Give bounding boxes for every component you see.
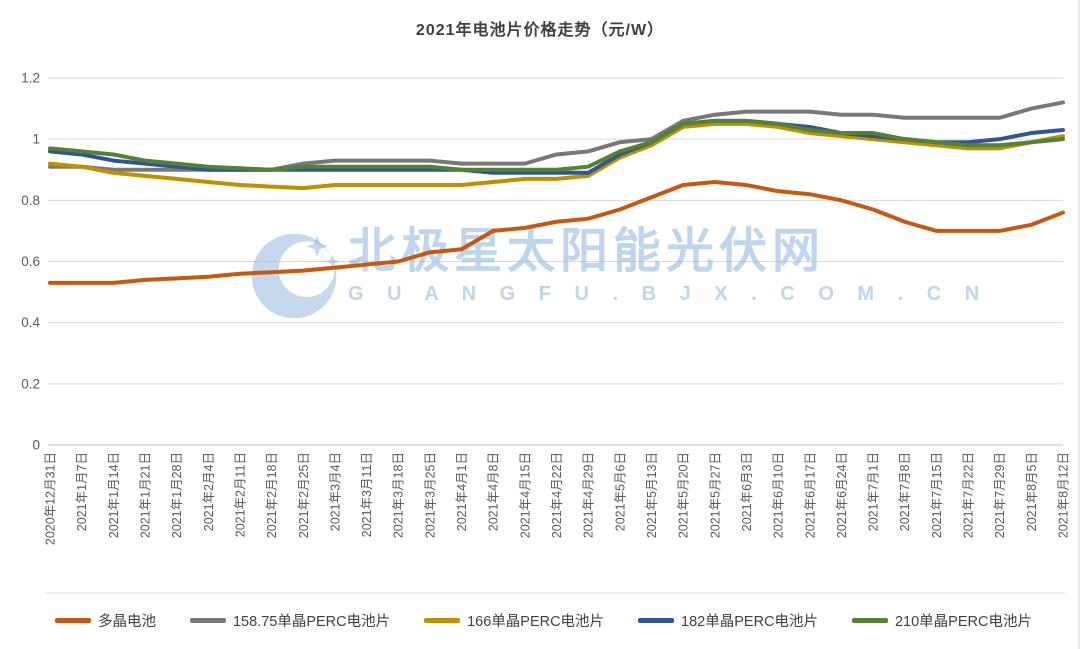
series-line-2 (48, 121, 1065, 191)
series-line-4 (48, 118, 1065, 172)
y-axis-tick-label: 0.8 (21, 193, 40, 208)
x-axis-tick-label: 2021年1月28日 (170, 452, 184, 538)
y-axis-tick-label: 1.2 (21, 71, 40, 86)
x-axis-tick-label: 2021年8月12日 (1057, 452, 1071, 538)
y-axis-tick-label: 0.2 (21, 376, 40, 391)
x-axis-tick-label: 2021年5月27日 (708, 452, 722, 538)
legend-item-1: 158.75单晶PERC电池片 (189, 610, 391, 631)
x-axis-tick-label: 2021年7月8日 (898, 452, 912, 531)
x-axis-tick-label: 2021年4月29日 (582, 452, 596, 538)
y-axis-tick-label: 0 (32, 438, 40, 453)
x-axis-tick-label: 2021年3月4日 (328, 452, 342, 531)
series-lines-layer (48, 100, 1065, 285)
legend-item-3: 182单晶PERC电池片 (638, 610, 818, 631)
x-axis-tick-label: 2020年12月31日 (44, 452, 58, 545)
x-axis-tick-label: 2021年6月24日 (835, 452, 849, 538)
x-axis-tick-label: 2021年4月8日 (487, 452, 501, 531)
legend-label: 158.75单晶PERC电池片 (232, 613, 391, 630)
y-axis-tick-label: 0.6 (21, 254, 40, 269)
y-axis-tick-label: 0.4 (21, 315, 40, 330)
x-axis-tick-label: 2021年4月1日 (455, 452, 469, 531)
x-axis-tick-label: 2021年7月22日 (962, 452, 976, 538)
series-line-0 (48, 179, 1065, 285)
x-axis-tick-label: 2021年3月18日 (392, 452, 406, 538)
x-axis-tick-label: 2021年6月10日 (772, 452, 786, 538)
chart-title: 2021年电池片价格走势（元/W） (415, 22, 665, 39)
legend-line-swatch (55, 617, 91, 623)
x-axis-tick-label: 2021年5月20日 (677, 452, 691, 538)
legend-item-2: 166单晶PERC电池片 (424, 610, 604, 631)
x-axis-tick-label: 2021年7月29日 (993, 452, 1007, 538)
legend-line-swatch (638, 617, 675, 623)
x-axis-tick-label: 2021年6月3日 (740, 452, 754, 531)
legend-label: 多晶电池 (98, 613, 156, 630)
legend-label: 182单晶PERC电池片 (681, 613, 819, 630)
x-axis-tick-label: 2021年2月25日 (297, 452, 311, 538)
x-axis-tick-label: 2021年2月18日 (265, 452, 279, 538)
x-axis-tick-label: 2021年5月13日 (645, 452, 659, 538)
axes-gridlines-layer: 0 0.2 0.4 0.6 0.8 1 1.2 2020年12月31日 2021年1月7日 202… (21, 71, 1071, 594)
legend-label: 210单晶PERC电池片 (894, 613, 1032, 630)
x-axis-tick-label: 2021年5月6日 (613, 452, 627, 531)
x-axis-tick-label: 2021年2月4日 (202, 452, 216, 531)
x-axis-tick-label: 2021年7月15日 (930, 452, 944, 538)
legend-label: 166单晶PERC电池片 (467, 613, 605, 630)
x-axis-tick-label: 2021年3月25日 (423, 452, 437, 538)
x-axis-tick-label: 2021年1月21日 (138, 452, 152, 538)
x-axis-tick-label: 2021年1月7日 (75, 452, 89, 531)
x-axis-tick-label: 2021年1月14日 (107, 452, 121, 538)
x-axis-tick-label: 2021年6月17日 (803, 452, 817, 538)
legend-item-4: 210单晶PERC电池片 (851, 610, 1032, 631)
legend-item-0: 多晶电池 (55, 610, 156, 631)
x-axis-tick-label: 2021年4月15日 (518, 452, 532, 538)
legend-line-swatch (851, 617, 888, 623)
legend-line-swatch (189, 617, 226, 623)
x-axis-tick-label: 2021年3月11日 (360, 452, 374, 537)
series-line-1 (48, 100, 1065, 172)
legend-line-swatch (424, 617, 461, 623)
x-axis-tick-label: 2021年4月22日 (550, 452, 564, 538)
chart-legend: 多晶电池 158.75单晶PERC电池片 166单晶PERC电池片 182单晶PERC… (0, 598, 1078, 642)
x-axis-tick-label: 2021年8月5日 (1025, 452, 1039, 531)
x-axis-tick-label: 2021年7月1日 (867, 452, 881, 531)
y-axis-tick-label: 1 (32, 132, 40, 147)
x-axis-tick-label: 2021年2月11日 (233, 452, 247, 537)
